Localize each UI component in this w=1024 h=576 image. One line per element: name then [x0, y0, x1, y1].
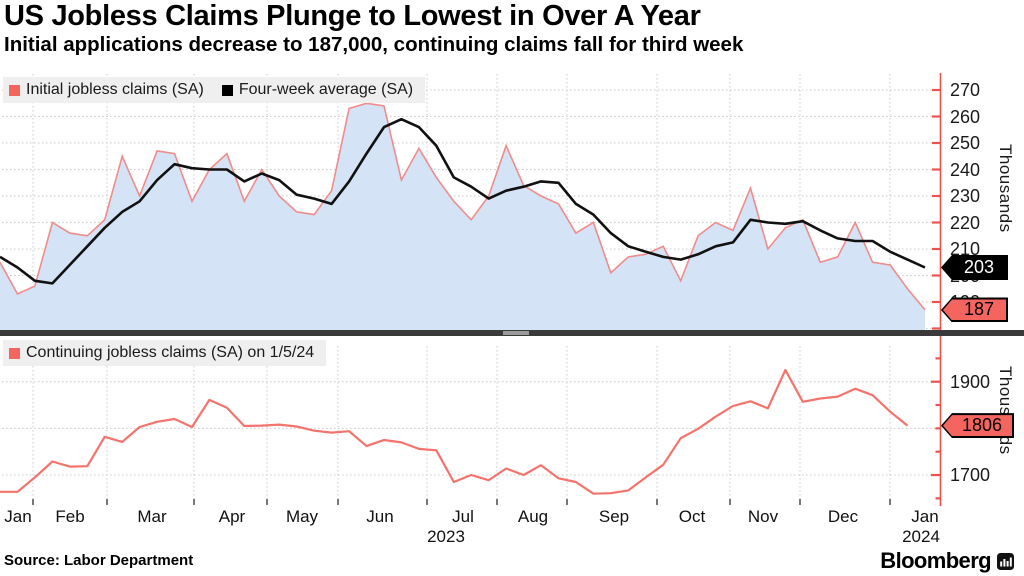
legend-label: Continuing jobless claims (SA) on 1/5/24: [26, 344, 315, 361]
continuing-claims-line: [0, 368, 909, 495]
month-label: Jul: [452, 507, 474, 526]
legend-item: Four-week average (SA): [221, 81, 414, 99]
year-label: 2024: [902, 527, 940, 546]
y-axis-label: 220: [950, 212, 981, 233]
month-label: Feb: [55, 507, 85, 526]
unit-label-top: Thousands: [996, 144, 1015, 233]
month-label: Mar: [137, 507, 167, 526]
page-title: US Jobless Claims Plunge to Lowest in Ov…: [4, 0, 701, 32]
initial-end-badge: 187: [941, 297, 1008, 323]
badge-value: 1806: [961, 415, 1003, 436]
legend-item: Initial jobless claims (SA): [9, 81, 204, 99]
badge-fill: [943, 415, 1012, 437]
avg-end-badge: 203: [941, 255, 1008, 281]
legend-item: Continuing jobless claims (SA) on 1/5/24: [9, 344, 314, 362]
y-axis-label: 1700: [950, 465, 991, 486]
initial-claims-line: [0, 102, 926, 311]
year-label: 2023: [427, 527, 465, 546]
month-label: Sep: [598, 507, 630, 526]
badge-fill: [943, 299, 1006, 321]
bloomberg-brand: Bloomberg: [880, 548, 1014, 574]
y-axis-label: 250: [950, 133, 981, 153]
bloomberg-logo-icon: [997, 552, 1014, 570]
y-axis-label: 1900: [950, 371, 991, 392]
month-label: May: [285, 507, 319, 526]
y-axis-label: 210: [950, 239, 981, 259]
month-label: Oct: [678, 507, 706, 526]
continuing-end-badge: 1806: [941, 413, 1014, 439]
legend-swatch-icon: [9, 84, 20, 96]
y-axis-label: 240: [950, 159, 981, 180]
legend-swatch-icon: [221, 84, 233, 96]
badge-value: 187: [963, 299, 995, 320]
legend-continuing-claims: Continuing jobless claims (SA) on 1/5/24: [3, 340, 327, 366]
month-label: Nov: [747, 507, 779, 526]
month-label: Dec: [827, 507, 859, 526]
legend-swatch-icon: [9, 347, 20, 359]
month-label: Aug: [517, 507, 549, 526]
legend-label: Initial jobless claims (SA): [26, 81, 204, 98]
unit-label-bottom: Thousands: [996, 366, 1015, 455]
legend-label: Four-week average (SA): [238, 81, 414, 98]
month-label: Jan: [4, 507, 32, 526]
y-axis-label: 230: [950, 186, 981, 206]
bloomberg-wordmark: Bloomberg: [880, 548, 991, 573]
initial-claims-area: [0, 103, 925, 331]
legend-initial-claims: Initial jobless claims (SA) Four-week ave…: [3, 77, 426, 103]
month-label: Jan: [911, 507, 939, 526]
four-week-average-line: [0, 117, 926, 285]
source-note: Source: Labor Department: [4, 552, 194, 569]
y-axis-label: 260: [950, 106, 981, 127]
month-label: Jun: [366, 507, 394, 526]
badge-value: 203: [963, 257, 995, 278]
page-subtitle: Initial applications decrease to 187,000…: [4, 33, 744, 56]
y-axis-label: 270: [950, 80, 981, 100]
panel-divider-handle[interactable]: [503, 331, 529, 335]
month-label: Apr: [218, 507, 246, 526]
